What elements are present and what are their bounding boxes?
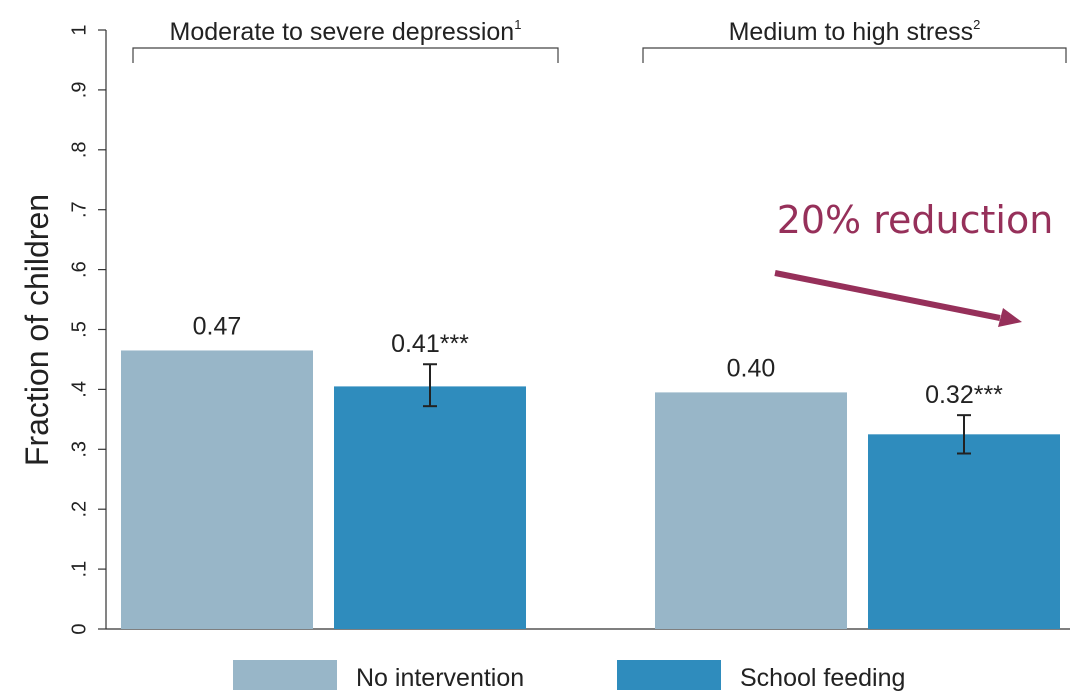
legend-swatch <box>617 660 721 690</box>
bar <box>868 434 1060 629</box>
annotation-text: 20% reduction <box>777 198 1054 242</box>
y-tick-label: 0 <box>68 623 90 634</box>
group-brackets: Moderate to severe depression1 Medium to … <box>132 17 1067 63</box>
y-tick-label: .4 <box>68 381 90 398</box>
legend: No intervention School feeding <box>233 660 905 692</box>
group-label: Moderate to severe depression1 <box>170 17 522 46</box>
group-label: Medium to high stress2 <box>729 17 981 46</box>
data-label: 0.32*** <box>925 381 1003 409</box>
bars: 0.47 0.40 0.41*** 0.32*** <box>121 312 1060 629</box>
legend-label: School feeding <box>740 664 905 692</box>
group-bracket <box>642 47 1067 63</box>
y-tick-label: .6 <box>68 261 90 278</box>
y-tick-label: 1 <box>68 24 90 35</box>
y-tick-label: .2 <box>68 501 90 518</box>
data-label: 0.40 <box>727 354 776 382</box>
bar <box>121 350 313 629</box>
y-tick-label: .3 <box>68 441 90 458</box>
legend-swatch <box>233 660 337 690</box>
bar <box>334 386 526 629</box>
legend-label: No intervention <box>356 664 524 692</box>
data-label: 0.47 <box>193 312 242 340</box>
group-bracket <box>132 47 559 63</box>
data-label: 0.41*** <box>391 330 469 358</box>
y-tick-label: .9 <box>68 82 90 99</box>
annotation-arrow <box>774 270 1022 327</box>
bar <box>655 392 847 629</box>
y-tick-label: .1 <box>68 561 90 578</box>
y-tick-label: .8 <box>68 141 90 158</box>
y-axis-label: Fraction of children <box>19 194 55 466</box>
y-tick-label: .7 <box>68 201 90 218</box>
y-tick-label: .5 <box>68 321 90 338</box>
